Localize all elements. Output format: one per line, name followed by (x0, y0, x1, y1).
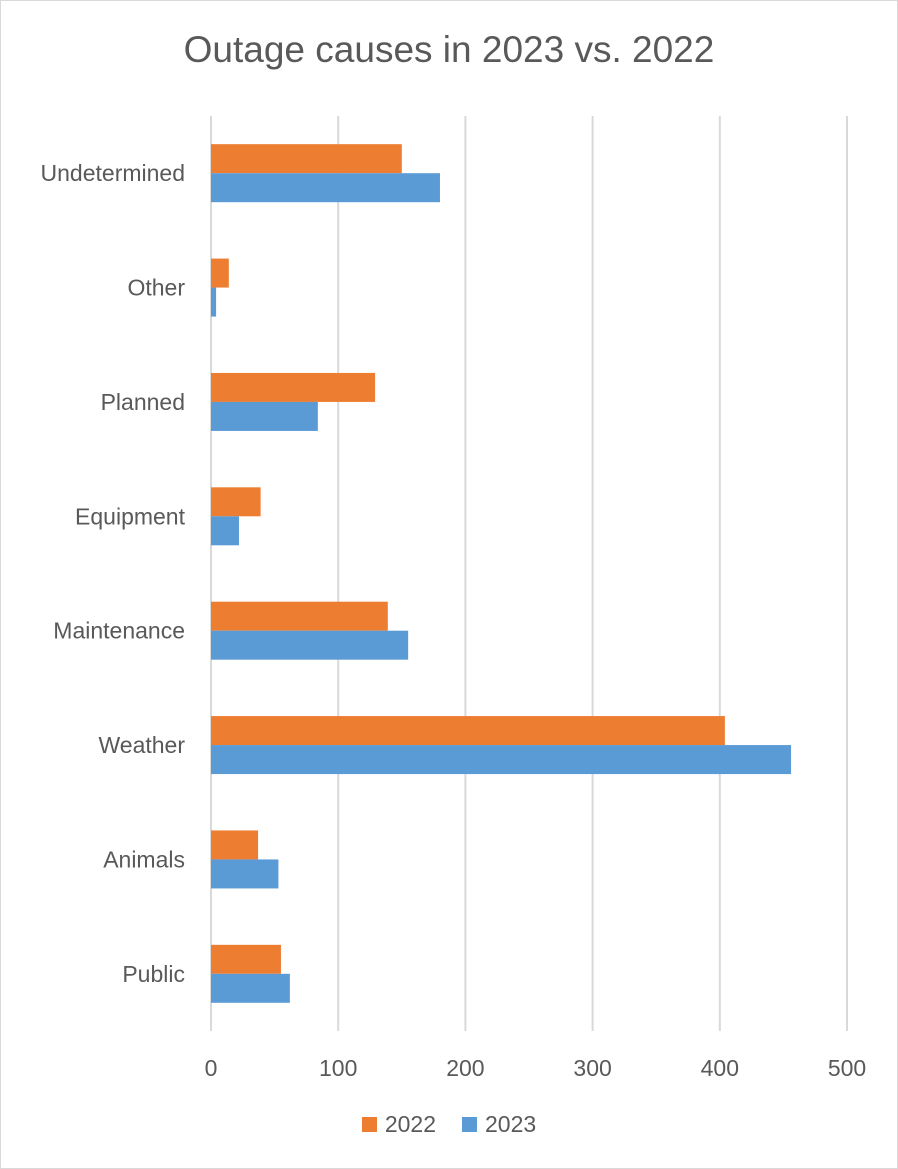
bar-2022-public (211, 944, 281, 974)
category-label: Undetermined (41, 160, 185, 186)
x-tick-labels: 0 100 200 300 400 500 (205, 1055, 867, 1081)
bar-2023-undetermined (211, 173, 440, 203)
bar-2022-undetermined (211, 144, 402, 174)
bar-2022-equipment (211, 487, 261, 517)
legend-label: 2022 (384, 1111, 436, 1137)
legend-label: 2023 (485, 1111, 537, 1137)
category-label: Maintenance (53, 618, 185, 644)
bar-2022-weather (211, 716, 725, 746)
x-tick-label: 100 (319, 1055, 357, 1081)
legend-swatch (462, 1117, 477, 1132)
x-tick-label: 300 (573, 1055, 611, 1081)
bar-2022-other (211, 258, 229, 288)
bar-2023-public (211, 973, 290, 1003)
category-label: Other (127, 275, 185, 301)
category-label: Animals (103, 846, 185, 872)
bar-2023-equipment (211, 516, 239, 546)
category-label: Equipment (75, 503, 186, 529)
x-tick-label: 500 (828, 1055, 866, 1081)
gridlines (210, 116, 848, 1031)
bar-2023-other (211, 287, 217, 317)
bars (211, 144, 792, 1003)
bar-chart-plot: Public Animals Weather Maintenance Equipment… (41, 116, 867, 1081)
legend: 2022 2023 (1, 1111, 897, 1138)
legend-item-2022: 2022 (361, 1111, 436, 1138)
bar-2023-planned (211, 401, 318, 431)
category-label: Weather (98, 732, 185, 758)
category-labels: Public Animals Weather Maintenance Equipment… (41, 160, 186, 987)
category-label: Planned (101, 389, 185, 415)
legend-swatch (361, 1117, 377, 1132)
legend-item-2023: 2023 (462, 1111, 536, 1138)
bar-2022-maintenance (211, 601, 388, 631)
bar-2023-animals (211, 859, 279, 889)
x-tick-label: 0 (205, 1055, 218, 1081)
bar-2023-weather (211, 745, 792, 775)
category-label: Public (122, 961, 185, 987)
bar-2023-maintenance (211, 630, 409, 660)
chart-title: Outage causes in 2023 vs. 2022 (183, 29, 715, 70)
bar-2022-animals (211, 830, 259, 860)
x-tick-label: 200 (446, 1055, 484, 1081)
bar-2022-planned (211, 372, 376, 402)
x-tick-label: 400 (701, 1055, 739, 1081)
